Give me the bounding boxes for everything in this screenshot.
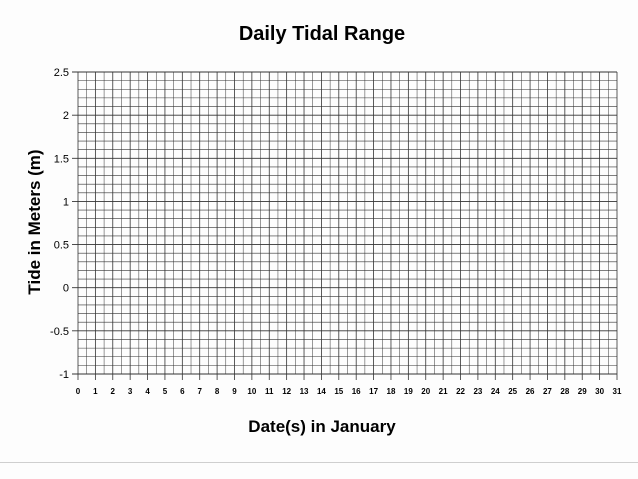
x-tick-label: 18 <box>387 387 396 396</box>
x-tick-label: 13 <box>300 387 309 396</box>
x-tick-label: 4 <box>145 387 150 396</box>
x-tick-label: 24 <box>491 387 500 396</box>
x-tick-label: 31 <box>613 387 622 396</box>
x-tick-label: 0 <box>76 387 81 396</box>
x-tick-label: 25 <box>508 387 517 396</box>
x-tick-label: 16 <box>352 387 361 396</box>
y-tick-label: 0.5 <box>54 240 69 252</box>
x-tick-label: 2 <box>111 387 116 396</box>
x-tick-label: 9 <box>232 387 237 396</box>
x-tick-label: 19 <box>404 387 413 396</box>
x-tick-label: 28 <box>560 387 569 396</box>
x-tick-label: 1 <box>93 387 98 396</box>
x-tick-label: 29 <box>578 387 587 396</box>
x-tick-label: 5 <box>163 387 168 396</box>
y-tick-label: -0.5 <box>50 326 69 338</box>
x-tick-label: 8 <box>215 387 220 396</box>
x-tick-label: 12 <box>282 387 291 396</box>
x-tick-label: 27 <box>543 387 552 396</box>
x-tick-label: 20 <box>421 387 430 396</box>
x-tick-label: 23 <box>473 387 482 396</box>
y-tick-label: 2.5 <box>54 67 69 79</box>
x-axis-label: Date(s) in January <box>248 417 396 436</box>
x-tick-label: 22 <box>456 387 465 396</box>
y-tick-label: 1.5 <box>54 153 69 165</box>
x-tick-label: 10 <box>247 387 256 396</box>
x-tick-label: 11 <box>265 387 274 396</box>
x-tick-label: 26 <box>526 387 535 396</box>
y-tick-label: 1 <box>63 196 69 208</box>
y-tick-label: -1 <box>59 369 69 381</box>
y-tick-label: 0 <box>63 283 69 295</box>
y-tick-label: 2 <box>63 110 69 122</box>
x-tick-label: 17 <box>369 387 378 396</box>
x-tick-label: 30 <box>595 387 604 396</box>
page-bottom-rule <box>0 462 638 463</box>
x-tick-label: 3 <box>128 387 133 396</box>
y-axis-ticks: 2.5 2 1.5 1 0.5 0 -0.5 -1 <box>50 67 69 381</box>
chart-grid <box>72 71 618 380</box>
x-axis-ticks: 0 1 2 3 4 5 6 7 8 9 10 11 12 13 14 15 16 17 18 19 20 21 22 23 24… <box>76 387 622 396</box>
chart-title: Daily Tidal Range <box>239 23 405 45</box>
x-tick-label: 14 <box>317 387 326 396</box>
x-tick-label: 15 <box>334 387 343 396</box>
x-tick-label: 21 <box>439 387 448 396</box>
y-axis-label: Tide in Meters (m) <box>25 149 44 294</box>
x-tick-label: 6 <box>180 387 185 396</box>
x-tick-label: 7 <box>197 387 202 396</box>
